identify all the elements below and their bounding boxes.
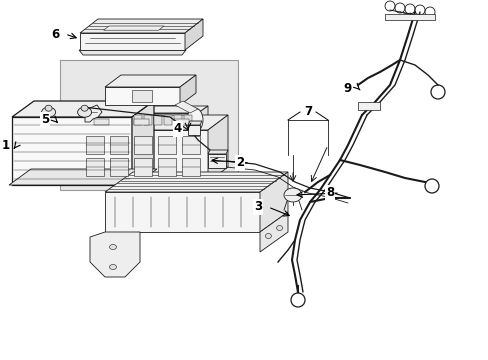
Ellipse shape	[284, 188, 302, 202]
Polygon shape	[184, 19, 203, 50]
Bar	[132, 90, 152, 102]
Ellipse shape	[186, 108, 203, 132]
Polygon shape	[260, 212, 287, 252]
Polygon shape	[105, 192, 260, 232]
Polygon shape	[105, 172, 287, 192]
Text: 7: 7	[304, 105, 311, 118]
Text: 4: 4	[174, 122, 182, 135]
Polygon shape	[12, 101, 154, 117]
Polygon shape	[79, 50, 185, 55]
Polygon shape	[103, 26, 163, 30]
Bar	[134, 119, 149, 125]
Bar	[158, 158, 176, 176]
Polygon shape	[105, 87, 180, 105]
Polygon shape	[207, 115, 227, 182]
Text: 5: 5	[41, 113, 49, 126]
Ellipse shape	[81, 105, 88, 111]
Polygon shape	[130, 113, 198, 127]
Bar	[158, 136, 176, 154]
Polygon shape	[198, 106, 207, 127]
Ellipse shape	[45, 105, 52, 111]
Bar	[110, 158, 128, 176]
Text: 8: 8	[325, 186, 333, 199]
Polygon shape	[180, 75, 196, 105]
Bar	[86, 158, 104, 176]
Ellipse shape	[41, 107, 56, 117]
Text: 2: 2	[235, 157, 244, 170]
Bar	[110, 136, 128, 154]
Bar	[187, 125, 200, 135]
Polygon shape	[132, 101, 154, 185]
Bar	[357, 102, 379, 110]
Polygon shape	[260, 172, 287, 232]
Ellipse shape	[109, 244, 116, 249]
Polygon shape	[90, 232, 140, 277]
Polygon shape	[187, 121, 202, 125]
Text: 6: 6	[51, 27, 59, 40]
Text: 3: 3	[253, 201, 262, 213]
Polygon shape	[105, 75, 196, 87]
Bar	[154, 115, 162, 125]
Ellipse shape	[78, 107, 91, 117]
Bar	[134, 136, 152, 154]
Bar	[174, 115, 182, 125]
Polygon shape	[175, 101, 198, 113]
Polygon shape	[80, 33, 184, 50]
Bar	[174, 119, 189, 125]
Bar	[163, 115, 172, 125]
Ellipse shape	[109, 265, 116, 270]
Ellipse shape	[276, 225, 282, 230]
Polygon shape	[85, 105, 102, 122]
Polygon shape	[130, 106, 207, 113]
Text: 1: 1	[2, 139, 10, 153]
Bar	[94, 119, 109, 125]
Bar	[134, 115, 142, 125]
Ellipse shape	[265, 234, 271, 238]
Bar	[60, 60, 238, 190]
Bar	[182, 158, 200, 176]
Bar	[134, 158, 152, 176]
Polygon shape	[78, 130, 207, 182]
Text: 9: 9	[343, 81, 351, 94]
Bar	[182, 136, 200, 154]
Bar	[143, 115, 152, 125]
Polygon shape	[78, 115, 227, 130]
Polygon shape	[207, 150, 227, 154]
Bar	[86, 136, 104, 154]
Bar	[207, 154, 225, 168]
Polygon shape	[80, 19, 203, 33]
Bar	[384, 14, 434, 20]
Polygon shape	[9, 169, 157, 185]
Bar	[183, 115, 192, 125]
Polygon shape	[12, 117, 132, 185]
